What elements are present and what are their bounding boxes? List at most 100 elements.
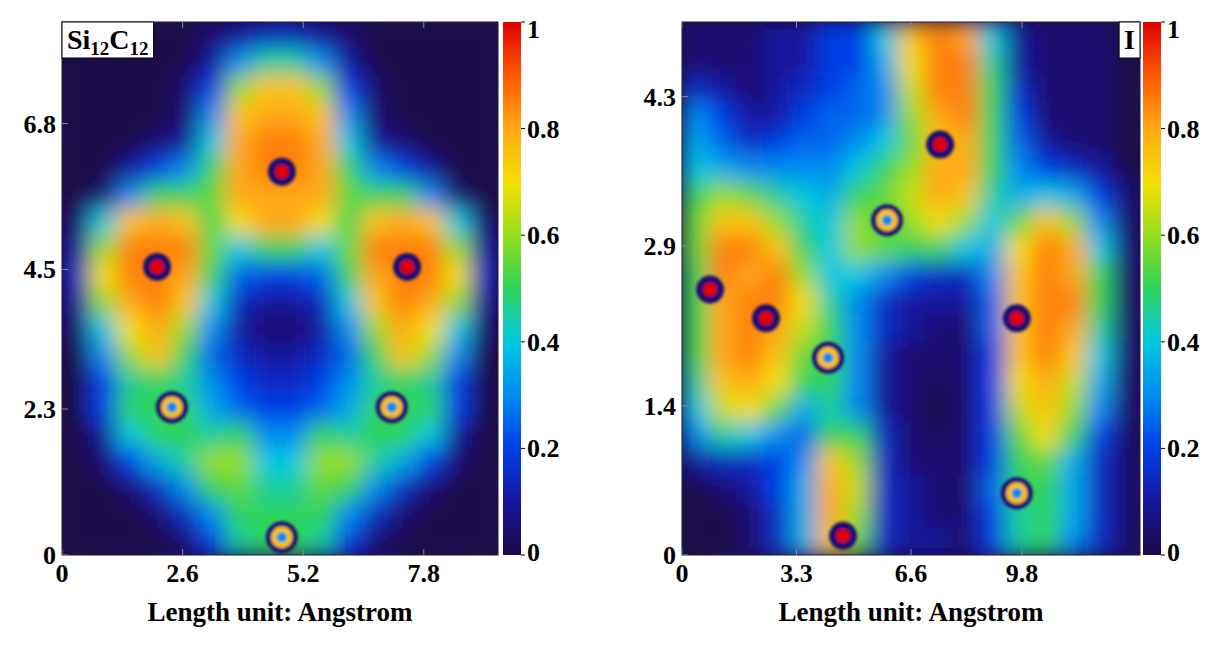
nucleus-ring — [268, 158, 296, 186]
heatmap-cell — [1032, 49, 1060, 76]
heatmap-cell — [1086, 49, 1114, 76]
heatmap-cell — [362, 342, 390, 369]
heatmap-cell — [1113, 182, 1140, 209]
y-tick-label: 2.3 — [24, 395, 57, 424]
heatmap-cell — [817, 75, 845, 102]
heatmap-cell — [307, 235, 335, 262]
nucleus-ring — [150, 260, 164, 274]
heatmap-cell — [871, 289, 899, 316]
heatmap-cell — [924, 315, 952, 342]
heatmap-cell — [1059, 422, 1087, 449]
heatmap-cell — [1086, 475, 1114, 502]
heatmap-cell — [844, 155, 872, 182]
heatmap-cell — [471, 129, 498, 156]
heatmap-cell — [62, 475, 90, 502]
title-background — [1119, 22, 1140, 58]
heatmap-cell — [844, 262, 872, 289]
heatmap-cell — [144, 475, 172, 502]
heatmap-cell — [817, 129, 845, 156]
heatmap-cell — [871, 22, 899, 49]
figure: 02.65.27.802.34.56.8Length unit: Angstro… — [0, 0, 1223, 651]
heatmap-cell — [117, 342, 145, 369]
y-tick — [62, 409, 68, 410]
colorbar-tick-label: 0.2 — [1167, 434, 1200, 463]
heatmap-cell — [226, 422, 254, 449]
heatmap-cell — [682, 155, 710, 182]
heatmap-cell — [444, 475, 472, 502]
heatmap-cell — [1032, 448, 1060, 475]
heatmap-cell — [389, 22, 417, 49]
heatmap-cell — [1086, 315, 1114, 342]
heatmap-cell — [117, 75, 145, 102]
heatmap-cell — [335, 182, 363, 209]
nucleus-ring — [1010, 311, 1024, 325]
heatmap-cell — [978, 315, 1006, 342]
heatmap-cell — [117, 155, 145, 182]
heatmap-cell — [951, 102, 979, 129]
heatmap-cell — [709, 182, 737, 209]
nucleus-ring — [376, 391, 408, 423]
heatmap-cell — [307, 475, 335, 502]
heatmap-cell — [790, 182, 818, 209]
heatmap-cell — [416, 289, 444, 316]
heatmap-cell — [389, 102, 417, 129]
heatmap-cell — [763, 155, 791, 182]
x-tick — [182, 549, 183, 555]
heatmap-cell — [898, 289, 926, 316]
nucleus-ring — [386, 402, 397, 413]
heatmap-cell — [817, 155, 845, 182]
heatmap-cell — [1059, 102, 1087, 129]
heatmap-cell — [253, 49, 281, 76]
heatmap-cell — [871, 422, 899, 449]
heatmap-cell — [790, 155, 818, 182]
x-tick — [62, 549, 63, 555]
heatmap-cell — [198, 129, 226, 156]
heatmap-cell — [1005, 395, 1033, 422]
heatmap-cell — [1032, 22, 1060, 49]
heatmap-cell — [89, 129, 117, 156]
heatmap-cell — [1032, 235, 1060, 262]
colorbar-tick-label: 0.2 — [527, 434, 560, 463]
heatmap-cell — [198, 75, 226, 102]
heatmap-cell — [978, 49, 1006, 76]
x-tick — [911, 549, 912, 555]
heatmap-cell — [1059, 342, 1087, 369]
heatmap-cell — [89, 209, 117, 236]
heatmap-cell — [226, 475, 254, 502]
heatmap-cell — [253, 448, 281, 475]
heatmap-cell — [89, 475, 117, 502]
heatmap-cell — [389, 129, 417, 156]
heatmap-cell — [389, 49, 417, 76]
colorbar — [503, 22, 521, 555]
heatmap-cell — [444, 102, 472, 129]
heatmap-cell — [307, 342, 335, 369]
x-tick — [796, 22, 797, 28]
heatmap-cell — [709, 129, 737, 156]
heatmap-cell — [924, 448, 952, 475]
heatmap-cell — [62, 235, 90, 262]
heatmap-cell — [444, 262, 472, 289]
nucleus-ring — [275, 165, 289, 179]
colorbar-tick — [1161, 22, 1165, 23]
nucleus — [268, 158, 296, 186]
heatmap-cell — [924, 75, 952, 102]
heatmap-cell — [790, 395, 818, 422]
heatmap-cell — [682, 528, 710, 555]
heatmap-cell — [709, 368, 737, 395]
heatmap-cell — [763, 528, 791, 555]
heatmap-cell — [471, 502, 498, 529]
heatmap-cell — [198, 209, 226, 236]
heatmap-cell — [416, 22, 444, 49]
heatmap-cell — [951, 22, 979, 49]
heatmap-cell — [307, 368, 335, 395]
heatmap-cell — [978, 368, 1006, 395]
heatmap-cell — [198, 475, 226, 502]
heatmap-cell — [682, 75, 710, 102]
heatmap-cell — [1113, 209, 1140, 236]
heatmap-cell — [898, 129, 926, 156]
heatmap-cell — [682, 235, 710, 262]
heatmap-cell — [444, 528, 472, 555]
heatmap-cell — [709, 502, 737, 529]
heatmap-cell — [709, 155, 737, 182]
heatmap-cell — [1059, 75, 1087, 102]
